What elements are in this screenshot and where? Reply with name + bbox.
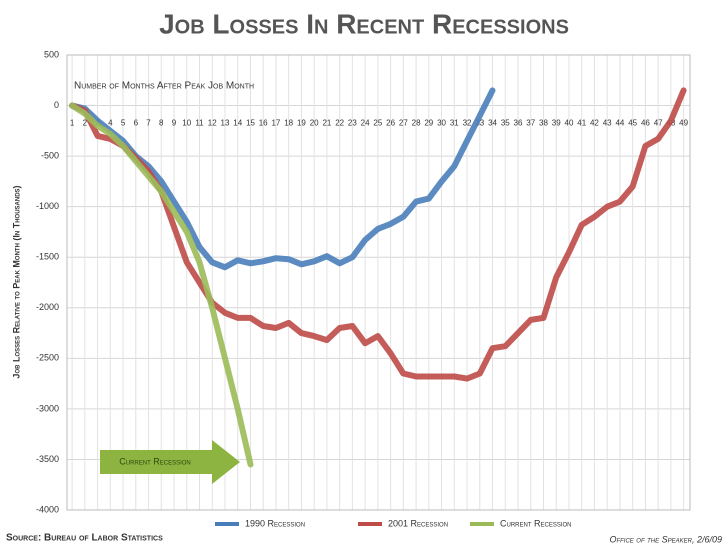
- series-line: [69, 87, 687, 382]
- x-tick-label: 5: [121, 119, 126, 128]
- x-tick-label: 33: [475, 119, 484, 128]
- x-tick-label: 10: [182, 119, 191, 128]
- y-tick-label: -2000: [36, 302, 59, 312]
- x-tick-label: 13: [221, 119, 230, 128]
- x-tick-label: 15: [246, 119, 255, 128]
- x-tick-label: 21: [322, 119, 331, 128]
- x-tick-label: 36: [514, 119, 523, 128]
- x-tick-label: 42: [590, 119, 599, 128]
- arrow-annotation: Current Recession: [119, 456, 191, 466]
- x-tick-label: 28: [412, 119, 421, 128]
- lines: [69, 87, 687, 468]
- plot-frame: [66, 54, 691, 511]
- y-axis-title: Job Losses Relative to Peak Month (In Th…: [11, 185, 21, 378]
- x-tick-label: 46: [641, 119, 650, 128]
- legend-label: 1990 Recession: [245, 518, 305, 528]
- x-tick-label: 22: [335, 119, 344, 128]
- y-tick-label: -1500: [36, 252, 59, 262]
- x-tick-label: 25: [373, 119, 382, 128]
- x-tick-label: 1: [70, 119, 75, 128]
- x-tick-label: 8: [159, 119, 164, 128]
- x-tick-label: 43: [603, 119, 612, 128]
- x-tick-label: 26: [386, 119, 395, 128]
- x-tick-label: 45: [628, 119, 637, 128]
- y-tick-label: -1000: [36, 201, 59, 211]
- legend: 1990 Recession 2001 Recession Current Rece…: [215, 518, 572, 528]
- x-tick-label: 27: [399, 119, 408, 128]
- x-tick-label: 30: [437, 119, 446, 128]
- x-tick-label: 9: [172, 119, 177, 128]
- x-tick-label: 35: [501, 119, 510, 128]
- x-annotation: Number of Months After Peak Job Month: [74, 81, 254, 92]
- x-tick-label: 41: [577, 119, 586, 128]
- x-tick-label: 6: [134, 119, 139, 128]
- x-tick-label: 4: [108, 119, 113, 128]
- x-tick-label: 39: [552, 119, 561, 128]
- credit: Office of the Speaker, 2/6/09: [609, 534, 722, 544]
- x-tick-label: 11: [195, 119, 204, 128]
- series-line: [69, 102, 254, 468]
- y-tick-label: -500: [41, 150, 59, 160]
- x-tick-label: 23: [348, 119, 357, 128]
- y-tick-label: -3000: [36, 403, 59, 413]
- x-tick-label: 19: [297, 119, 306, 128]
- legend-label: Current Recession: [500, 518, 572, 528]
- x-tick-label: 7: [146, 119, 151, 128]
- x-tick-label: 18: [284, 119, 293, 128]
- x-tick-label: 14: [233, 119, 242, 128]
- x-tick-label: 2: [83, 119, 88, 128]
- chart-title: Job Losses In Recent Recessions: [159, 8, 569, 39]
- x-tick-label: 24: [361, 119, 370, 128]
- x-tick-label: 40: [565, 119, 574, 128]
- x-tick-label: 12: [208, 119, 217, 128]
- x-tick-label: 44: [615, 119, 624, 128]
- x-tick-label: 31: [450, 119, 459, 128]
- source: Source: Bureau of Labor Statistics: [6, 533, 163, 544]
- x-tick-label: 47: [654, 119, 663, 128]
- x-tick-label: 16: [259, 119, 268, 128]
- x-tick-label: 32: [463, 119, 472, 128]
- y-tick-label: -2500: [36, 353, 59, 363]
- x-tick-label: 34: [488, 119, 497, 128]
- x-tick-label: 20: [310, 119, 319, 128]
- arrow: [100, 440, 240, 484]
- series-line: [69, 87, 496, 271]
- y-tick-label: -4000: [36, 504, 59, 514]
- y-tick-label: 500: [44, 49, 59, 59]
- legend-label: 2001 Recession: [388, 518, 448, 528]
- y-tick-label: -3500: [36, 454, 59, 464]
- x-tick-label: 49: [679, 119, 688, 128]
- x-tick-label: 38: [539, 119, 548, 128]
- x-tick-label: 37: [526, 119, 535, 128]
- x-tick-label: 17: [271, 119, 280, 128]
- grid: -4000 -3500 -3000 -2500 -2000 -1500 -1000 -500 0…: [36, 49, 690, 514]
- x-tick-label: 29: [424, 119, 433, 128]
- y-tick-label: 0: [54, 100, 59, 110]
